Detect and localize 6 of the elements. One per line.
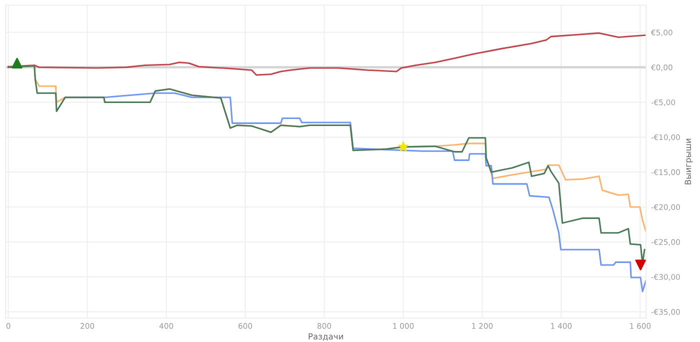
point (635, 260, 646, 270)
x-axis-title: Раздачи (308, 333, 343, 341)
point (398, 142, 408, 152)
point (12, 58, 22, 68)
line-series (8, 32, 646, 76)
y-axis-title: Выигрыши (684, 138, 693, 184)
